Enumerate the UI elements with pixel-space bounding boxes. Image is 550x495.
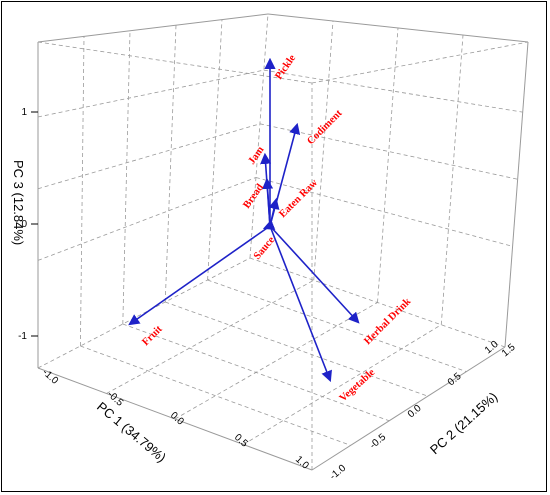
- floor-grid-line: [174, 302, 378, 420]
- vector-eaten-raw: [268, 197, 280, 227]
- box-edge: [37, 13, 269, 43]
- floor-grid-line: [165, 301, 428, 397]
- y-tick-label: 1.5: [500, 342, 518, 360]
- y-tick-label: 1.0: [483, 339, 501, 357]
- floor-grid-line: [122, 323, 390, 422]
- x-tick-label: 0.5: [232, 432, 250, 450]
- x-axis-title: PC 1 (34.79%): [94, 399, 169, 465]
- loading-vectors: [128, 57, 360, 383]
- wall-grid-line: [259, 123, 518, 180]
- vector-vegetable: [269, 225, 332, 383]
- z-tick-label: 0: [21, 219, 27, 230]
- wall-grid-line: [164, 25, 177, 303]
- wall-grid-line: [440, 34, 464, 325]
- wall-grid-line: [80, 36, 85, 347]
- floor-grid-line: [106, 279, 314, 394]
- vector-label-eaten-raw: Eaten Raw: [277, 177, 320, 220]
- wall-grid-line: [313, 20, 334, 281]
- x-tick-label: 0.0: [168, 410, 186, 428]
- z-tick-label: -1: [18, 331, 27, 342]
- vector-herbal-drink: [269, 225, 360, 324]
- wall-grid-line: [37, 123, 261, 190]
- floor-grid-line: [243, 324, 442, 445]
- box-edge: [37, 257, 251, 369]
- vector-fruit: [128, 225, 271, 326]
- y-tick-label: 0.5: [446, 371, 464, 389]
- z-tick-label: 1: [21, 107, 27, 118]
- grid-lines: [31, 13, 529, 471]
- vector-label-jam: Jam: [246, 144, 266, 166]
- wall-grid-line: [263, 69, 523, 113]
- wall-grid-line: [377, 27, 399, 303]
- box-edge: [249, 13, 269, 259]
- floor-grid-line: [207, 279, 467, 372]
- wall-grid-line: [207, 19, 223, 281]
- y-tick-label: 0.0: [406, 403, 424, 421]
- z-axis-title: PC 3 (12.84%): [11, 160, 26, 245]
- box-edge: [504, 41, 529, 348]
- vector-label-fruit: Fruit: [140, 323, 165, 348]
- box-edge: [311, 346, 506, 471]
- wall-grid-line: [37, 69, 264, 118]
- wall-grid-line: [122, 30, 131, 325]
- y-tick-label: -0.5: [368, 432, 389, 452]
- y-tick-label: -1.0: [328, 463, 349, 483]
- vector-label-sauce: Sauce: [252, 234, 278, 261]
- box-edge: [311, 41, 529, 84]
- wall-grid-line: [37, 177, 257, 261]
- y-axis-title: PC 2 (21.15%): [427, 389, 500, 457]
- x-tick-label: 1.0: [293, 454, 311, 472]
- floor-grid-line: [80, 345, 351, 446]
- wall-grid-line: [255, 177, 513, 247]
- vector-bread: [261, 177, 274, 227]
- vector-label-herbal-drink: Herbal Drink: [362, 296, 413, 347]
- vector-label-pickle: Pickle: [273, 53, 298, 82]
- vector-label-vegetable: Vegetable: [338, 367, 378, 404]
